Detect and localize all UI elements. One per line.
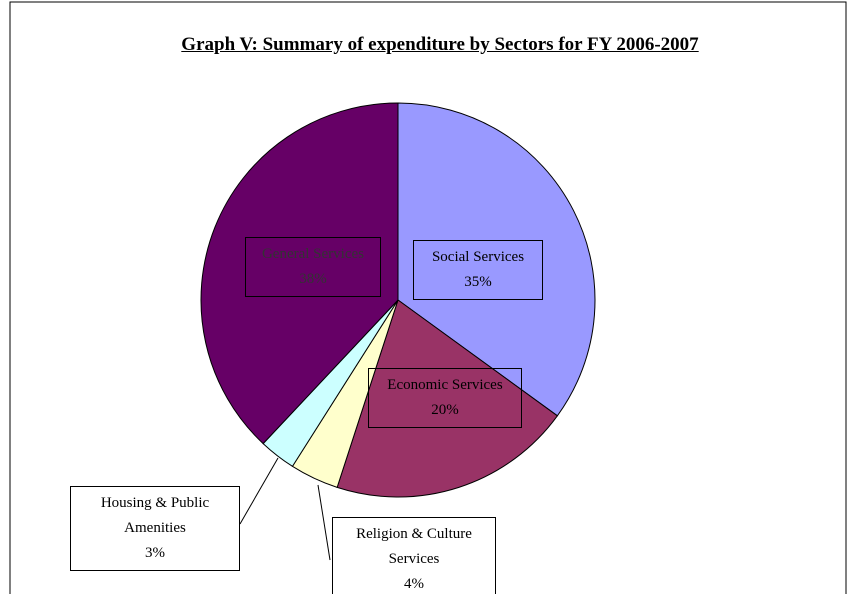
leader-line xyxy=(239,457,279,525)
category-label: Economic Services xyxy=(387,377,503,393)
pie-slice xyxy=(336,299,559,498)
category-label: General Services xyxy=(261,246,365,262)
category-label: Religion & Culture Services xyxy=(356,526,472,567)
frame xyxy=(9,1,847,594)
value-label: 35% xyxy=(464,274,492,290)
value-label: 3% xyxy=(145,545,165,561)
chart-title: Graph V: Summary of expenditure by Secto… xyxy=(181,34,699,55)
value-label: 38% xyxy=(299,271,327,287)
slice-label: Housing & Public Amenities 3% xyxy=(70,486,240,571)
category-label: Social Services xyxy=(431,249,525,265)
slice-label: Religion & Culture Services 4% xyxy=(332,517,496,594)
value-label: 4% xyxy=(404,576,424,592)
leader-line xyxy=(317,484,331,561)
slice-label: Social Services 35% xyxy=(413,240,543,300)
slice-label: General Services 38% xyxy=(245,237,381,297)
value-label: 20% xyxy=(431,402,459,418)
pie-slice xyxy=(200,102,399,445)
category-label: Housing & Public Amenities xyxy=(100,495,210,536)
slice-label: Economic Services 20% xyxy=(368,368,522,428)
